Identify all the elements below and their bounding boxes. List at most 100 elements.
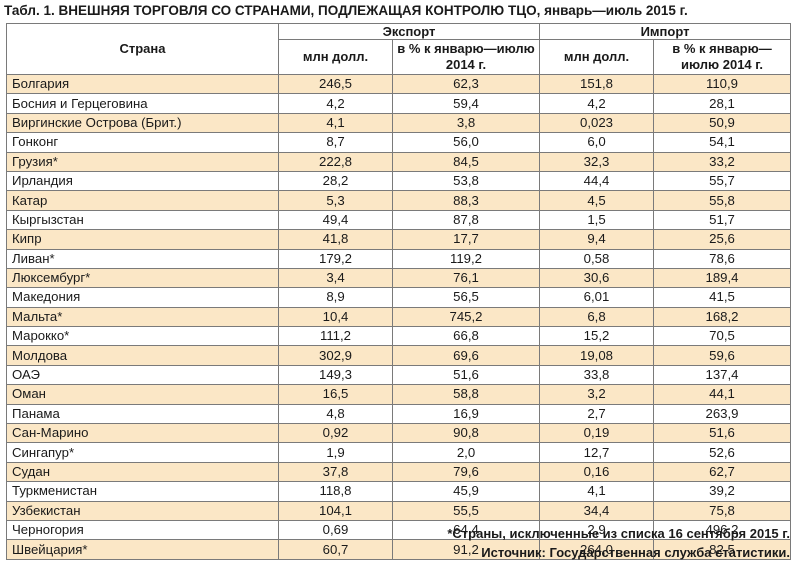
import-mln-cell: 0,023 xyxy=(539,112,654,134)
country-cell: ОАЭ xyxy=(6,364,279,386)
header-export: Экспорт xyxy=(278,23,540,40)
import-mln-cell: 4,5 xyxy=(539,190,654,211)
country-cell: Кыргызстан xyxy=(6,209,279,231)
export-pct-cell: 2,0 xyxy=(392,442,540,463)
source-note: Источник: Государственная служба статист… xyxy=(481,545,790,560)
import-mln-cell: 264,0 xyxy=(539,539,654,560)
import-pct-cell: 55,7 xyxy=(652,170,792,192)
import-pct-cell: 41,5 xyxy=(652,287,792,308)
export-mln-cell: 8,9 xyxy=(278,287,393,308)
export-pct-cell: 58,8 xyxy=(392,384,540,405)
country-cell: Катар xyxy=(6,190,279,211)
import-pct-cell: 82,5 xyxy=(652,539,792,560)
table-row: Швейцария* 60,7 91,2 264,0 82,5 xyxy=(6,539,792,560)
import-mln-cell: 6,8 xyxy=(539,306,654,328)
table-row: Люксембург* 3,4 76,1 30,6 189,4 xyxy=(6,267,792,289)
export-mln-cell: 246,5 xyxy=(278,73,393,95)
export-mln-cell: 28,2 xyxy=(278,170,393,192)
table-row: Гонконг 8,7 56,0 6,0 54,1 xyxy=(6,132,792,153)
import-mln-cell: 15,2 xyxy=(539,326,654,347)
country-cell: Кипр xyxy=(6,229,279,250)
export-pct-cell: 76,1 xyxy=(392,267,540,289)
export-mln-cell: 302,9 xyxy=(278,345,393,366)
header-export-pct: в % к январю—июлю 2014 г. xyxy=(392,39,540,75)
export-mln-cell: 16,5 xyxy=(278,384,393,405)
import-mln-cell: 33,8 xyxy=(539,364,654,386)
import-pct-cell: 62,7 xyxy=(652,461,792,483)
table-row: Катар 5,3 88,3 4,5 55,8 xyxy=(6,190,792,211)
export-pct-cell: 84,5 xyxy=(392,151,540,172)
import-pct-cell: 189,4 xyxy=(652,267,792,289)
export-pct-cell: 56,0 xyxy=(392,132,540,153)
import-pct-cell: 50,9 xyxy=(652,112,792,134)
import-mln-cell: 9,4 xyxy=(539,229,654,250)
import-pct-cell: 52,6 xyxy=(652,442,792,463)
header-export-mln: млн долл. xyxy=(278,39,393,75)
export-pct-cell: 56,5 xyxy=(392,287,540,308)
export-mln-cell: 104,1 xyxy=(278,500,393,521)
export-pct-cell: 66,8 xyxy=(392,326,540,347)
country-cell: Марокко* xyxy=(6,326,279,347)
table-row: Узбекистан 104,1 55,5 34,4 75,8 xyxy=(6,500,792,521)
import-pct-cell: 263,9 xyxy=(652,403,792,425)
import-mln-cell: 2,7 xyxy=(539,403,654,425)
table-row: Болгария 246,5 62,3 151,8 110,9 xyxy=(6,73,792,95)
export-mln-cell: 10,4 xyxy=(278,306,393,328)
export-pct-cell: 55,5 xyxy=(392,500,540,521)
import-mln-cell: 4,2 xyxy=(539,93,654,114)
country-cell: Гонконг xyxy=(6,132,279,153)
country-cell: Грузия* xyxy=(6,151,279,172)
import-mln-cell: 34,4 xyxy=(539,500,654,521)
table-row: Молдова 302,9 69,6 19,08 59,6 xyxy=(6,345,792,366)
table-row: Сингапур* 1,9 2,0 12,7 52,6 xyxy=(6,442,792,463)
export-pct-cell: 16,9 xyxy=(392,403,540,425)
table-row: Грузия* 222,8 84,5 32,3 33,2 xyxy=(6,151,792,172)
export-mln-cell: 0,69 xyxy=(278,519,393,541)
export-pct-cell: 91,2 xyxy=(392,539,540,560)
export-pct-cell: 62,3 xyxy=(392,73,540,95)
import-pct-cell: 55,8 xyxy=(652,190,792,211)
import-mln-cell: 3,2 xyxy=(539,384,654,405)
export-mln-cell: 5,3 xyxy=(278,190,393,211)
import-pct-cell: 137,4 xyxy=(652,364,792,386)
table-row: Кыргызстан 49,4 87,8 1,5 51,7 xyxy=(6,209,792,231)
export-pct-cell: 53,8 xyxy=(392,170,540,192)
table-title: Табл. 1. ВНЕШНЯЯ ТОРГОВЛЯ СО СТРАНАМИ, П… xyxy=(4,3,688,18)
import-mln-cell: 0,19 xyxy=(539,423,654,444)
country-cell: Панама xyxy=(6,403,279,425)
export-mln-cell: 111,2 xyxy=(278,326,393,347)
import-pct-cell: 51,7 xyxy=(652,209,792,231)
header-country: Страна xyxy=(6,23,279,75)
import-mln-cell: 44,4 xyxy=(539,170,654,192)
country-cell: Сингапур* xyxy=(6,442,279,463)
export-mln-cell: 41,8 xyxy=(278,229,393,250)
table-row: Туркменистан 118,8 45,9 4,1 39,2 xyxy=(6,481,792,502)
import-pct-cell: 33,2 xyxy=(652,151,792,172)
import-mln-cell: 4,1 xyxy=(539,481,654,502)
country-cell: Виргинские Острова (Брит.) xyxy=(6,112,279,134)
export-pct-cell: 51,6 xyxy=(392,364,540,386)
header-import-mln: млн долл. xyxy=(539,39,654,75)
import-pct-cell: 110,9 xyxy=(652,73,792,95)
export-mln-cell: 49,4 xyxy=(278,209,393,231)
country-cell: Швейцария* xyxy=(6,539,279,560)
import-mln-cell: 32,3 xyxy=(539,151,654,172)
import-pct-cell: 54,1 xyxy=(652,132,792,153)
export-mln-cell: 4,2 xyxy=(278,93,393,114)
import-pct-cell: 75,8 xyxy=(652,500,792,521)
footnote: *Страны, исключенные из списка 16 сентяб… xyxy=(447,526,790,541)
import-pct-cell: 44,1 xyxy=(652,384,792,405)
import-mln-cell: 30,6 xyxy=(539,267,654,289)
import-pct-cell: 28,1 xyxy=(652,93,792,114)
export-mln-cell: 149,3 xyxy=(278,364,393,386)
table-row: Сан-Марино 0,92 90,8 0,19 51,6 xyxy=(6,423,792,444)
export-pct-cell: 90,8 xyxy=(392,423,540,444)
import-pct-cell: 70,5 xyxy=(652,326,792,347)
export-pct-cell: 745,2 xyxy=(392,306,540,328)
country-cell: Ливан* xyxy=(6,248,279,269)
country-cell: Узбекистан xyxy=(6,500,279,521)
country-cell: Судан xyxy=(6,461,279,483)
country-cell: Ирландия xyxy=(6,170,279,192)
table-row: Панама 4,8 16,9 2,7 263,9 xyxy=(6,403,792,425)
export-mln-cell: 1,9 xyxy=(278,442,393,463)
